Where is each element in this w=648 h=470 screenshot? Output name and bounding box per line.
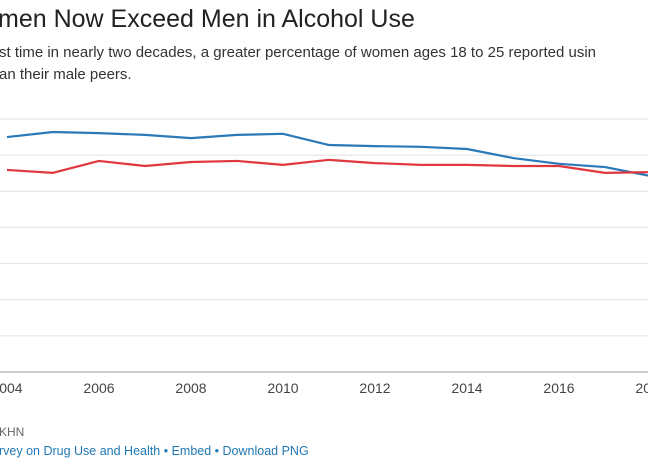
series-line	[6, 130, 648, 177]
credit: KHN	[0, 425, 24, 439]
x-tick-label: 2010	[267, 380, 298, 396]
x-tick-label: 2006	[83, 380, 114, 396]
chart-title: men Now Exceed Men in Alcohol Use	[0, 5, 415, 33]
footer-links: rvey on Drug Use and Health • Embed • Do…	[0, 444, 309, 458]
x-tick-label: 2014	[451, 380, 482, 396]
x-tick-label: 2008	[175, 380, 206, 396]
download-link[interactable]: Download PNG	[223, 444, 309, 458]
x-tick-label: 2016	[543, 380, 574, 396]
chart-subtitle: an their male peers.	[0, 66, 132, 83]
series-line	[6, 158, 648, 174]
separator: •	[164, 444, 168, 458]
x-tick-label: 2018	[635, 380, 648, 396]
source-link[interactable]: rvey on Drug Use and Health	[0, 444, 160, 458]
embed-link[interactable]: Embed	[172, 444, 212, 458]
x-tick-label: 2012	[359, 380, 390, 396]
chart-subtitle: st time in nearly two decades, a greater…	[0, 44, 596, 61]
x-tick-label: 2004	[0, 380, 23, 396]
separator: •	[215, 444, 219, 458]
